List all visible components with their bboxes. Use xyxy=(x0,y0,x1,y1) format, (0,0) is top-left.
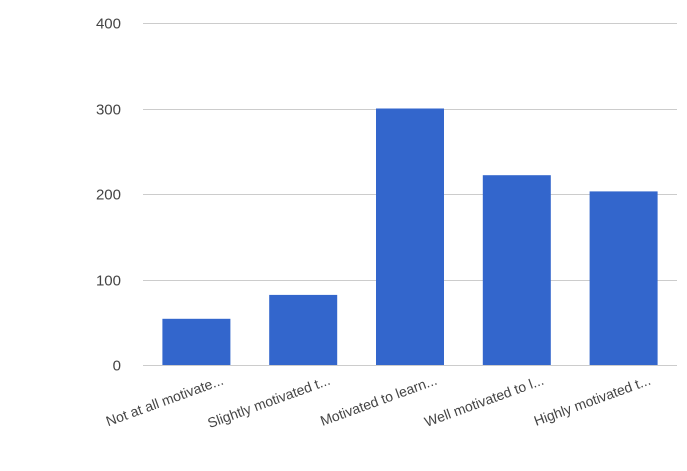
bar-3 xyxy=(482,175,551,365)
x-tick-label: Highly motivated t... xyxy=(532,372,653,429)
bar-1 xyxy=(269,294,338,365)
y-tick-label: 100 xyxy=(96,273,121,290)
bars xyxy=(162,108,658,365)
x-tick-label: Well motivated to l... xyxy=(422,372,546,430)
bar-2 xyxy=(376,108,444,365)
x-axis-tick-labels: Not at all motivate...Slightly motivated… xyxy=(104,372,653,431)
y-tick-label: 400 xyxy=(96,16,121,33)
x-tick-label: Motivated to learn... xyxy=(318,372,439,429)
bar-0 xyxy=(162,318,231,365)
y-axis-tick-labels: 0 100 200 300 400 xyxy=(96,16,121,375)
x-tick-label: Slightly motivated t... xyxy=(205,372,332,431)
y-tick-label: 0 xyxy=(113,358,121,375)
y-tick-label: 300 xyxy=(96,102,121,119)
bar-4 xyxy=(589,191,658,365)
y-tick-label: 200 xyxy=(96,187,121,204)
